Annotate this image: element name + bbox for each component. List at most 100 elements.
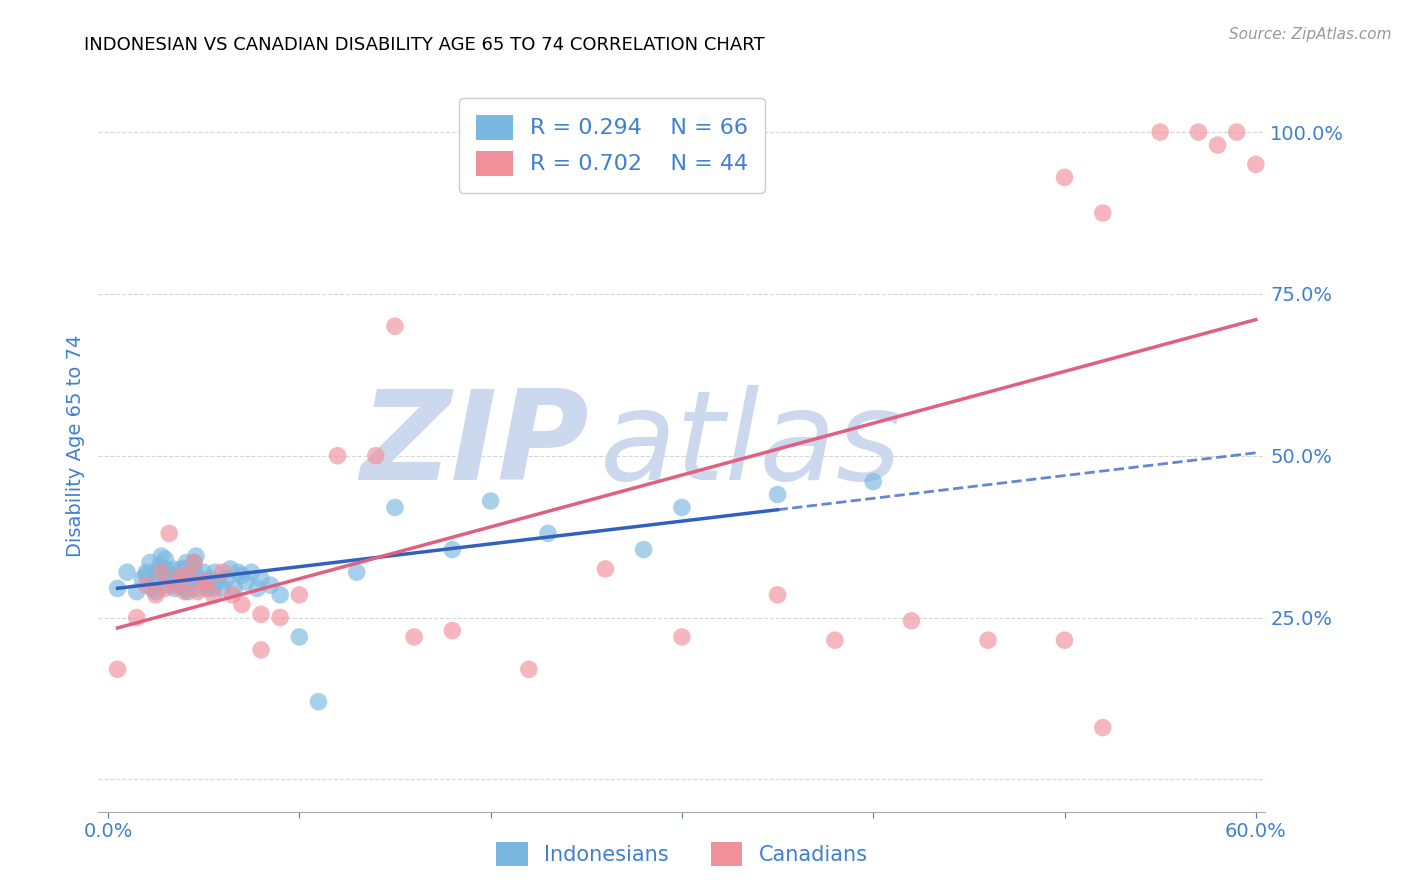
Point bbox=[259, 578, 281, 592]
Point bbox=[187, 584, 209, 599]
Point bbox=[824, 633, 846, 648]
Point bbox=[202, 582, 225, 596]
Point bbox=[193, 574, 215, 589]
Point bbox=[226, 566, 249, 580]
Legend: Indonesians, Canadians: Indonesians, Canadians bbox=[488, 834, 876, 874]
Point bbox=[149, 558, 172, 573]
Point bbox=[150, 566, 173, 580]
Point bbox=[145, 574, 167, 589]
Point bbox=[163, 582, 186, 596]
Point bbox=[145, 584, 167, 599]
Point bbox=[537, 526, 560, 541]
Text: Source: ZipAtlas.com: Source: ZipAtlas.com bbox=[1229, 27, 1392, 42]
Point bbox=[384, 319, 406, 334]
Point bbox=[204, 566, 226, 580]
Point bbox=[163, 568, 186, 582]
Point bbox=[155, 562, 177, 576]
Point bbox=[900, 614, 922, 628]
Point bbox=[170, 562, 193, 576]
Point bbox=[1244, 157, 1267, 171]
Point bbox=[184, 549, 207, 563]
Point bbox=[517, 662, 540, 676]
Point bbox=[155, 568, 177, 582]
Point bbox=[176, 556, 198, 570]
Point bbox=[145, 588, 167, 602]
Point bbox=[479, 494, 502, 508]
Point bbox=[977, 633, 1000, 648]
Point bbox=[141, 582, 163, 596]
Point bbox=[157, 526, 180, 541]
Point bbox=[250, 643, 273, 657]
Point bbox=[155, 582, 177, 596]
Point bbox=[404, 630, 426, 644]
Point bbox=[173, 582, 195, 596]
Point bbox=[131, 572, 153, 586]
Point bbox=[155, 578, 177, 592]
Point bbox=[1187, 125, 1209, 139]
Point bbox=[1226, 125, 1249, 139]
Point bbox=[346, 566, 368, 580]
Point bbox=[183, 556, 205, 570]
Text: INDONESIAN VS CANADIAN DISABILITY AGE 65 TO 74 CORRELATION CHART: INDONESIAN VS CANADIAN DISABILITY AGE 65… bbox=[84, 36, 765, 54]
Point bbox=[240, 566, 263, 580]
Point bbox=[288, 588, 311, 602]
Point bbox=[145, 566, 167, 580]
Point bbox=[235, 574, 257, 589]
Point bbox=[269, 610, 291, 624]
Point bbox=[1206, 138, 1229, 153]
Point bbox=[157, 574, 180, 589]
Point bbox=[173, 562, 195, 576]
Point bbox=[197, 574, 219, 589]
Point bbox=[288, 630, 311, 644]
Point bbox=[135, 568, 157, 582]
Point bbox=[1091, 206, 1114, 220]
Text: atlas: atlas bbox=[600, 385, 903, 507]
Point bbox=[183, 556, 205, 570]
Point bbox=[231, 598, 253, 612]
Point bbox=[198, 572, 221, 586]
Point bbox=[160, 568, 183, 582]
Point bbox=[224, 582, 246, 596]
Point bbox=[170, 568, 193, 582]
Point bbox=[125, 610, 148, 624]
Point bbox=[162, 562, 184, 576]
Point bbox=[167, 578, 190, 592]
Point bbox=[135, 578, 157, 592]
Point bbox=[326, 449, 349, 463]
Point bbox=[107, 582, 129, 596]
Point bbox=[364, 449, 387, 463]
Point bbox=[202, 588, 225, 602]
Point bbox=[107, 662, 129, 676]
Point bbox=[197, 582, 219, 596]
Point bbox=[179, 574, 201, 589]
Point bbox=[193, 566, 215, 580]
Point bbox=[183, 562, 205, 576]
Point bbox=[135, 566, 157, 580]
Point bbox=[181, 568, 204, 582]
Point bbox=[219, 562, 242, 576]
Point bbox=[125, 584, 148, 599]
Point bbox=[1149, 125, 1171, 139]
Y-axis label: Disability Age 65 to 74: Disability Age 65 to 74 bbox=[66, 334, 84, 558]
Point bbox=[595, 562, 617, 576]
Point bbox=[1053, 170, 1076, 185]
Point bbox=[173, 572, 195, 586]
Point bbox=[231, 568, 253, 582]
Point bbox=[115, 566, 138, 580]
Point bbox=[173, 584, 195, 599]
Point bbox=[187, 582, 209, 596]
Point bbox=[441, 542, 464, 557]
Point bbox=[177, 584, 200, 599]
Point bbox=[862, 475, 884, 489]
Point bbox=[250, 607, 273, 622]
Point bbox=[633, 542, 655, 557]
Point bbox=[150, 549, 173, 563]
Point bbox=[188, 572, 211, 586]
Point bbox=[139, 556, 162, 570]
Point bbox=[215, 572, 238, 586]
Point bbox=[671, 630, 693, 644]
Point bbox=[250, 572, 273, 586]
Point bbox=[193, 574, 215, 589]
Point bbox=[163, 578, 186, 592]
Point bbox=[211, 582, 233, 596]
